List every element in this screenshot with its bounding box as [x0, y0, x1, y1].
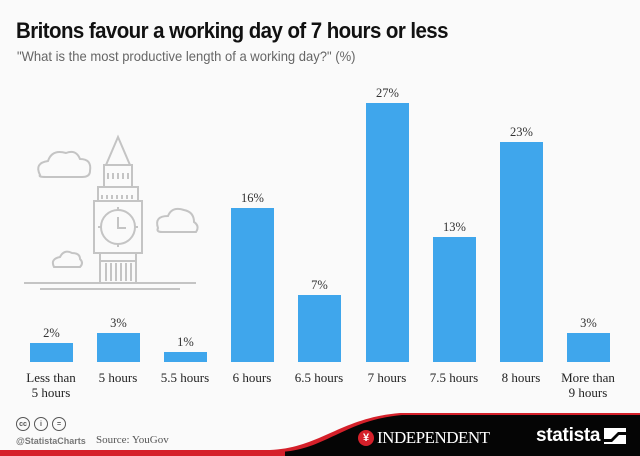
- bar-value-label: 27%: [376, 86, 399, 100]
- chart-title: Britons favour a working day of 7 hours …: [16, 18, 449, 43]
- statista-logo[interactable]: statista: [536, 425, 627, 447]
- category-label-line: 5 hours: [31, 385, 71, 400]
- bar-value-label: 16%: [241, 191, 264, 205]
- bar-value-label: 13%: [443, 220, 466, 234]
- creative-commons-icon: cc: [16, 417, 30, 431]
- category-label: 5 hours: [73, 370, 163, 385]
- bar-6-5-hours: 7%: [298, 278, 341, 362]
- category-label: 6 hours: [207, 370, 297, 385]
- category-label: 7 hours: [342, 370, 432, 385]
- category-label-line: 8 hours: [501, 370, 541, 385]
- bar-value-label: 3%: [580, 316, 597, 330]
- statista-wordmark: statista: [536, 425, 601, 446]
- category-label: 8 hours: [476, 370, 566, 385]
- attribution-icon: i: [34, 417, 48, 431]
- bar-7-hours: 27%: [366, 86, 409, 362]
- category-label-line: 6.5 hours: [294, 370, 344, 385]
- bar-5-hours: 3%: [97, 316, 140, 362]
- category-label-line: 5 hours: [98, 370, 138, 385]
- category-label-line: Less than: [26, 370, 76, 385]
- eagle-icon: ¥: [358, 430, 374, 446]
- bar-6-hours: 16%: [231, 191, 274, 362]
- bar-value-label: 3%: [110, 316, 127, 330]
- statista-handle[interactable]: @StatistaCharts: [16, 436, 86, 446]
- category-label-line: 7 hours: [367, 370, 407, 385]
- independent-wordmark: INDEPENDENT: [377, 428, 490, 447]
- independent-logo[interactable]: ¥ INDEPENDENT: [358, 428, 490, 448]
- statista-mark-icon: [604, 428, 627, 444]
- category-label: More than 9 hours: [543, 370, 633, 400]
- bar-more-than-9-hours: 3%: [567, 316, 610, 362]
- category-label-line: 5.5 hours: [160, 370, 210, 385]
- category-label: 7.5 hours: [409, 370, 499, 385]
- category-label: 5.5 hours: [140, 370, 230, 385]
- bar-value-label: 1%: [177, 335, 194, 349]
- bar-5-5-hours: 1%: [164, 335, 207, 362]
- bar-7-5-hours: 13%: [433, 220, 476, 362]
- source-text: Source: YouGov: [96, 434, 169, 446]
- category-label-line: 6 hours: [232, 370, 272, 385]
- category-label: Less than 5 hours: [6, 370, 96, 400]
- license-icons: cc i =: [16, 417, 66, 431]
- bar-less-than-5-hours: 2%: [30, 326, 73, 362]
- category-label-line: 9 hours: [568, 385, 608, 400]
- category-label-line: 7.5 hours: [429, 370, 479, 385]
- no-derivatives-icon: =: [52, 417, 66, 431]
- category-label: 6.5 hours: [274, 370, 364, 385]
- bar-value-label: 7%: [311, 278, 328, 292]
- category-label-line: More than: [561, 370, 615, 385]
- bar-8-hours: 23%: [500, 125, 543, 362]
- big-ben-illustration-icon: [24, 134, 199, 290]
- bar-value-label: 2%: [43, 326, 60, 340]
- chart-subtitle: "What is the most productive length of a…: [17, 48, 356, 64]
- bar-value-label: 23%: [510, 125, 533, 139]
